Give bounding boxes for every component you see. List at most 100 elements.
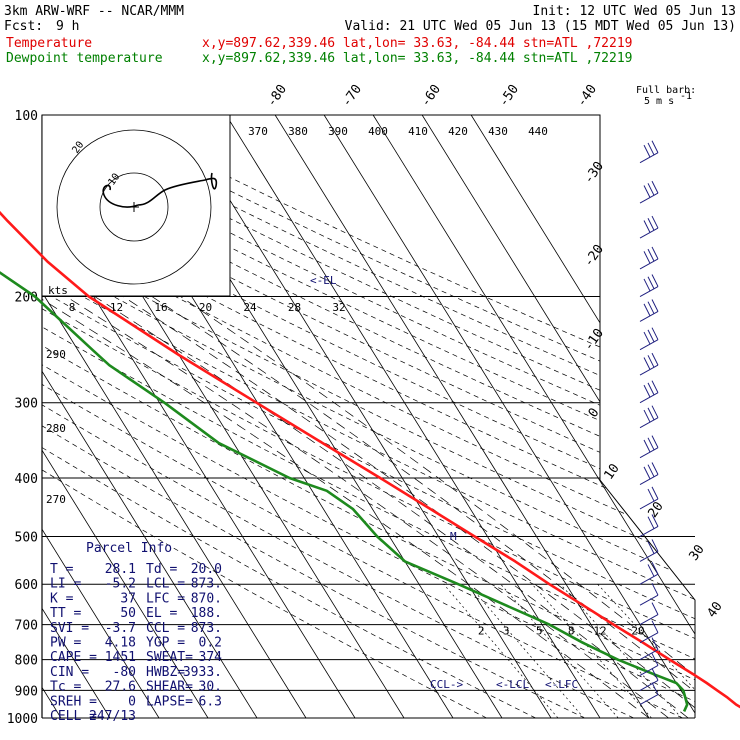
- thetae-label: 290: [46, 348, 66, 361]
- m-marker: M: [450, 530, 457, 543]
- lfc-marker: <-LFC: [545, 678, 578, 691]
- wind-barb-staff: [639, 152, 659, 164]
- wind-barb-flag: [643, 409, 651, 423]
- wind-barb-flag: [651, 486, 659, 500]
- wind-barb-flag: [651, 637, 659, 650]
- parcel-info-cell: Tc =: [50, 680, 81, 695]
- wind-barb: [639, 352, 659, 376]
- isotherm-label: 10: [601, 461, 622, 482]
- wind-barb: [639, 682, 659, 706]
- wind-barb-flag: [647, 183, 655, 196]
- chart-header: 3km ARW-WRF -- NCAR/MMM Init: 12 UTC Wed…: [4, 4, 736, 66]
- mixing-ratio-label: 5: [536, 624, 543, 637]
- wind-barb-flag: [647, 464, 655, 477]
- wind-barb: [639, 462, 659, 485]
- barb-legend-exp: -1: [680, 91, 692, 102]
- theta-label: 390: [328, 125, 348, 138]
- wind-barb-flag: [647, 248, 655, 262]
- theta-labels: 370 380 390 400 410 420 430 440 290 280 270: [46, 125, 548, 506]
- thetae-label: 270: [46, 493, 66, 506]
- dry-adiabat: [42, 115, 695, 718]
- isotherm-line: [372, 115, 695, 718]
- parcel-info-cell: 50: [120, 606, 136, 621]
- pressure-tick-label: 200: [15, 291, 38, 306]
- wind-barb-flag: [651, 352, 659, 366]
- mixing-ratio-line: [560, 583, 682, 718]
- isotherm-line: [42, 115, 111, 718]
- wind-barbs: [639, 140, 659, 706]
- parcel-info-cell: CIN =: [50, 665, 89, 680]
- parcel-info-cell: 28.1: [105, 562, 136, 577]
- wind-barb-flag: [651, 180, 659, 194]
- wind-barb-flag: [647, 301, 655, 314]
- wind-barb-flag: [647, 407, 655, 421]
- wind-barb-flag: [647, 218, 655, 231]
- wind-barb-flag: [651, 380, 659, 393]
- parcel-info-cell: 188.: [191, 606, 222, 621]
- wind-barb: [639, 215, 659, 239]
- dry-adiabat: [42, 115, 695, 718]
- parcel-info-cell: 0: [128, 694, 136, 709]
- parcel-info-cell: LFC =: [146, 591, 185, 606]
- pressure-tick-label: 100: [15, 109, 38, 124]
- parcel-info-cell: 873.: [191, 577, 222, 592]
- theta-label: 380: [288, 125, 308, 138]
- lcl-marker: <-LCL: [496, 678, 529, 691]
- dry-adiabat: [54, 115, 695, 718]
- forecast-label: Fcst:: [4, 19, 43, 34]
- theta-label: 370: [248, 125, 268, 138]
- dry-adiabat: [42, 115, 695, 718]
- dewpoint-legend-location: x,y=897.62,339.46 lat,lon= 33.63, -84.44…: [202, 51, 632, 66]
- parcel-info-panel: Parcel Info T = 28.1 Td = 20.0 LI = -5.2 LCL =…: [50, 541, 222, 724]
- parcel-info-cell: 0.2: [199, 636, 222, 651]
- dry-adiabat: [42, 115, 695, 718]
- dry-adiabat: [42, 115, 683, 718]
- wind-barb-flag: [651, 668, 659, 681]
- pressure-tick-label: 700: [15, 619, 38, 634]
- wind-barb-staff: [639, 526, 659, 537]
- wind-barb-flag: [651, 140, 659, 153]
- wind-barb-flag: [651, 582, 659, 596]
- mixing-ratio-label: 2: [478, 624, 485, 637]
- dry-adiabat: [42, 115, 695, 718]
- wind-barb: [639, 514, 659, 537]
- parcel-info-cell: 247/13: [89, 709, 136, 724]
- wind-barb: [639, 486, 659, 510]
- mixing-ratio-label: 12: [593, 624, 606, 637]
- parcel-info-cell: 27.6: [105, 680, 136, 695]
- temperature-legend-location: x,y=897.62,339.46 lat,lon= 33.63, -84.44…: [202, 36, 632, 51]
- wind-barb-flag: [651, 299, 659, 312]
- wind-barb-flag: [651, 653, 659, 666]
- parcel-info-cell: -3.7: [105, 621, 136, 636]
- parcel-info-cell: TT =: [50, 606, 81, 621]
- wind-barb-staff: [639, 679, 659, 691]
- dry-adiabat: [42, 115, 695, 718]
- dry-adiabat: [42, 115, 695, 718]
- wind-barb: [639, 405, 659, 429]
- parcel-info-cell: 1451: [105, 650, 136, 665]
- mixing-ratio-label: 20: [631, 624, 644, 637]
- dry-adiabat: [79, 115, 695, 718]
- isotherm-line: [42, 115, 307, 718]
- wind-barb-staff: [639, 649, 659, 661]
- wind-barb-flag: [647, 142, 655, 156]
- isotherm-line: [225, 115, 601, 718]
- wind-barb: [639, 435, 659, 459]
- wind-barb: [639, 246, 659, 270]
- parcel-info-cell: YGP =: [146, 636, 185, 651]
- pressure-tick-label: 900: [15, 684, 38, 699]
- wind-barb-flag: [651, 562, 659, 575]
- isotherm-line: [176, 115, 552, 718]
- parcel-info-cell: SVI =: [50, 621, 89, 636]
- hodograph-tick-label: 28: [288, 301, 301, 314]
- parcel-info-cell: CAPE =: [50, 650, 97, 665]
- wind-barb-flag: [651, 620, 659, 633]
- wind-barb-flag: [643, 384, 651, 398]
- wind-barb-flag: [647, 329, 655, 343]
- moist-adiabat: [123, 296, 695, 718]
- isotherm-label: 40: [704, 599, 725, 620]
- wind-barb: [639, 299, 659, 322]
- parcel-info-cell: -80: [113, 665, 136, 680]
- wind-barb-staff: [639, 498, 659, 510]
- parcel-info-cell: K =: [50, 591, 74, 606]
